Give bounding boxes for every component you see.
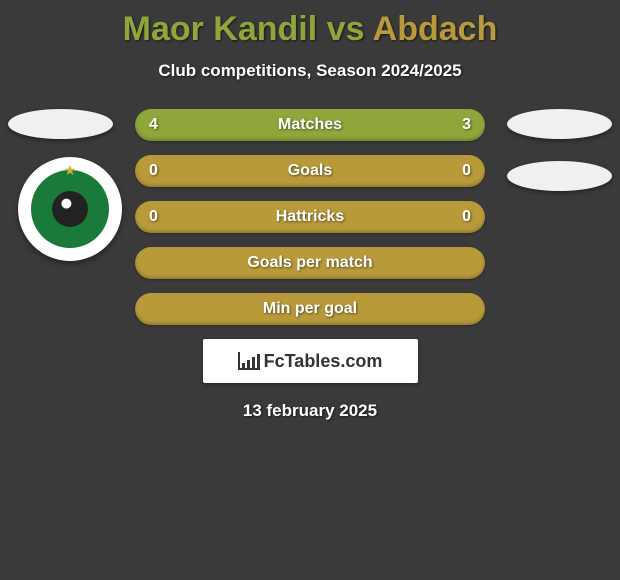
stat-left-value: 0 [149,208,158,226]
soccer-ball-icon [52,191,88,227]
stat-row-hattricks: 0 Hattricks 0 [135,201,485,233]
stat-row-goals: 0 Goals 0 [135,155,485,187]
stat-right-value: 0 [462,162,471,180]
stat-left-value: 4 [149,116,158,134]
stat-right-value: 3 [462,116,471,134]
stat-row-min-per-goal: Min per goal [135,293,485,325]
stat-left-value: 0 [149,162,158,180]
chart-icon [238,352,260,370]
player1-name: Maor Kandil [123,10,318,48]
page-title: Maor Kandil vs Abdach [0,10,620,49]
club-badge-inner: ★ [31,170,109,248]
comparison-card: Maor Kandil vs Abdach Club competitions,… [0,0,620,431]
stat-label: Hattricks [276,208,344,226]
star-icon: ★ [64,162,77,179]
stat-label: Min per goal [263,300,357,318]
main-area: ★ 4 Matches 3 0 Goals 0 0 Hattricks 0 [0,109,620,421]
player1-photo-placeholder [8,109,113,139]
brand-text: FcTables.com [264,351,383,372]
player2-name: Abdach [373,10,498,48]
stat-right-value: 0 [462,208,471,226]
player2-club-placeholder [507,161,612,191]
stats-column: 4 Matches 3 0 Goals 0 0 Hattricks 0 Goal… [135,109,485,325]
stat-row-matches: 4 Matches 3 [135,109,485,141]
stat-label: Goals per match [247,254,372,272]
vs-separator: vs [327,10,365,48]
player1-club-badge: ★ [18,157,122,261]
stat-row-goals-per-match: Goals per match [135,247,485,279]
date-text: 13 february 2025 [0,401,620,421]
stat-label: Matches [278,116,342,134]
stat-label: Goals [288,162,332,180]
brand-logo-box: FcTables.com [203,339,418,383]
subtitle: Club competitions, Season 2024/2025 [0,61,620,81]
player2-photo-placeholder [507,109,612,139]
